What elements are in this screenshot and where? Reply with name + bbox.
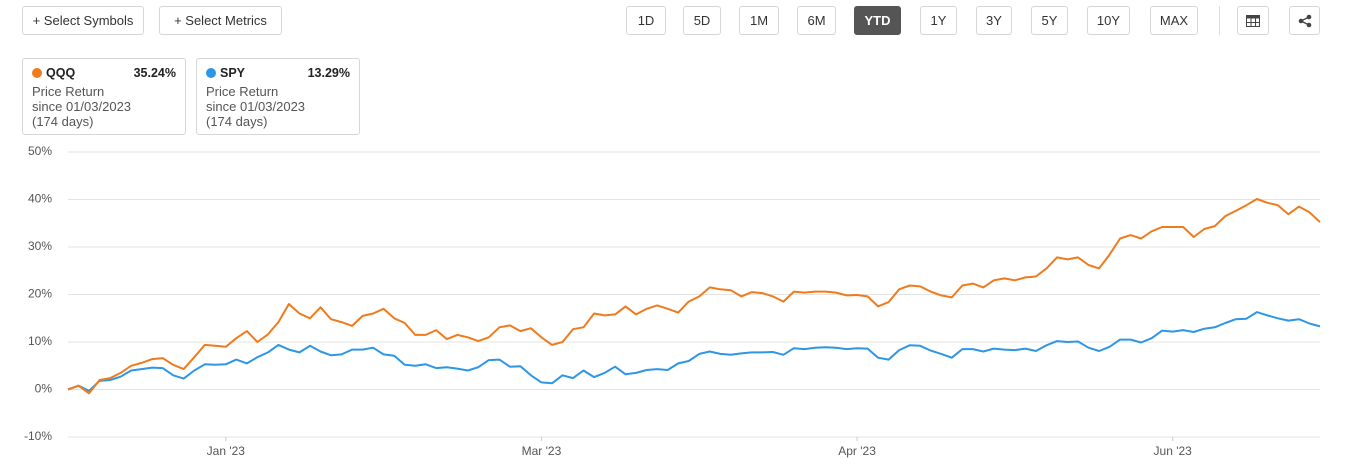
legend-metric: Price Return — [32, 84, 105, 99]
x-tick-label: Jun '23 — [1154, 444, 1193, 458]
x-tick-label: Mar '23 — [522, 444, 562, 458]
y-tick-label: 20% — [28, 287, 52, 301]
legend-since: since 01/03/2023 — [206, 99, 306, 114]
series-line — [67, 311, 1321, 392]
range-button[interactable]: YTD — [854, 6, 901, 35]
legend-days: (174 days) — [206, 114, 268, 129]
range-button[interactable]: 6M — [797, 6, 836, 35]
y-tick-label: 40% — [28, 192, 52, 206]
y-tick-label: 10% — [28, 334, 52, 348]
legend-name: QQQ — [32, 66, 75, 81]
table-icon — [1246, 14, 1260, 27]
legend-head: SPY 13.29% — [206, 66, 350, 81]
share-button[interactable] — [1289, 6, 1320, 35]
select-button[interactable]: + Select Symbols — [22, 6, 144, 35]
range-button[interactable]: 1M — [739, 6, 779, 35]
range-button[interactable]: 3Y — [976, 6, 1012, 35]
legend-days: (174 days) — [32, 114, 94, 129]
series-line — [67, 198, 1321, 395]
legend-label: SPY — [220, 66, 246, 80]
legend-card: QQQ 35.24% Price Return since 01/03/2023 (17… — [22, 58, 186, 135]
legend-dot — [32, 68, 42, 78]
legend-return: 13.29% — [307, 66, 350, 80]
range-button[interactable]: 5D — [683, 6, 721, 35]
y-tick-label: 50% — [28, 144, 52, 158]
y-tick-label: 30% — [28, 239, 52, 253]
legend-dot — [206, 68, 216, 78]
share-icon — [1298, 14, 1311, 27]
legend-card: SPY 13.29% Price Return since 01/03/2023 (17… — [196, 58, 360, 135]
legend-metric: Price Return — [206, 84, 279, 99]
legend-label: QQQ — [46, 66, 76, 80]
range-button[interactable]: 5Y — [1031, 6, 1068, 35]
select-button[interactable]: + Select Metrics — [159, 6, 282, 35]
legend-head: QQQ 35.24% — [32, 66, 176, 81]
y-tick-label: -10% — [24, 429, 52, 443]
x-tick-label: Jan '23 — [207, 444, 246, 458]
legend-since: since 01/03/2023 — [32, 99, 132, 114]
separator — [1219, 6, 1220, 35]
y-tick-label: 0% — [35, 382, 53, 396]
legend-name: SPY — [206, 66, 245, 81]
range-button[interactable]: MAX — [1150, 6, 1198, 35]
x-tick-label: Apr '23 — [838, 444, 876, 458]
range-button[interactable]: 1Y — [920, 6, 957, 35]
table-button[interactable] — [1237, 6, 1269, 35]
range-button[interactable]: 1D — [626, 6, 666, 35]
range-button[interactable]: 10Y — [1087, 6, 1130, 35]
legend-return: 35.24% — [133, 66, 176, 80]
